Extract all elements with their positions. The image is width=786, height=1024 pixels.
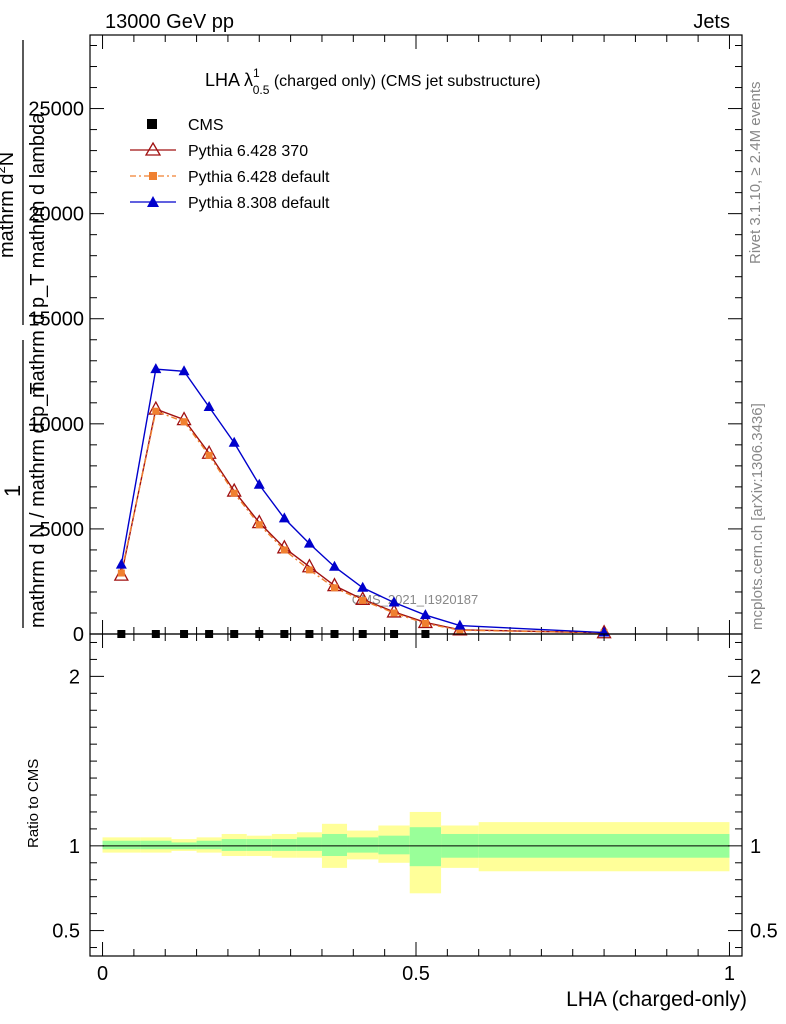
- main-y-tick-labels: 0 5000 10000 15000 20000 25000: [28, 99, 84, 646]
- ratio-band-inner: [296, 837, 322, 851]
- data-point-pythia8: [228, 436, 240, 447]
- plot-title: LHA λ1 0.5 (charged only) (CMS jet substr…: [205, 66, 541, 97]
- ratio-band-inner: [271, 839, 297, 851]
- data-point-pythia6-default: [152, 407, 160, 415]
- ratio-y-tick-label-right: 2: [750, 666, 761, 688]
- ratio-band-inner: [347, 837, 379, 853]
- main-y-tick-label: 0: [73, 624, 84, 646]
- mcplots-label: mcplots.cern.ch [arXiv:1306.3436]: [749, 403, 766, 630]
- ratio-x-tick-label: 1: [724, 963, 735, 985]
- main-axis-ticks: [90, 35, 742, 635]
- data-point-pythia8: [203, 401, 215, 412]
- data-point-pythia8: [115, 558, 127, 569]
- main-y-axis-label: 1 mathrm d N / mathrm d p_T mathrm d2N m…: [0, 40, 49, 628]
- ratio-y-tick-labels: 0.5 0.5 1 1 2 2: [52, 666, 778, 942]
- data-point-pythia6-default: [331, 584, 338, 592]
- ylabel-frac: mathrm d N / mathrm d p_T: [27, 382, 49, 628]
- ylabel-numerator: mathrm d2N: [0, 152, 18, 258]
- ratio-y-tick-label-right: 1: [750, 836, 761, 858]
- legend-item-pythia8: Pythia 8.308 default: [130, 195, 330, 212]
- data-point-pythia6-default: [255, 521, 263, 529]
- ratio-bands: [102, 811, 730, 894]
- legend-marker-cms: [147, 119, 157, 129]
- ratio-band-inner: [409, 827, 442, 867]
- data-point-pythia6-default: [180, 418, 188, 426]
- ratio-y-tick-label: 1: [69, 836, 80, 858]
- legend-marker-pythia8: [147, 196, 159, 207]
- ratio-x-tick-label: 0: [97, 963, 108, 985]
- data-point-pythia6-default: [230, 489, 238, 497]
- series-line-pythia6-default: [120, 410, 605, 634]
- ratio-band-inner: [246, 839, 272, 851]
- legend-item-cms: CMS: [147, 117, 224, 134]
- data-point-pythia6-default: [117, 569, 125, 577]
- series-line-pythia8: [120, 368, 605, 634]
- legend-label-cms: CMS: [188, 117, 224, 134]
- ratio-x-tick-labels: 0 0.5 1: [97, 963, 735, 985]
- x-axis-label: LHA (charged-only): [566, 988, 747, 1011]
- header-left: 13000 GeV pp: [105, 11, 234, 33]
- ratio-x-tick-label: 0.5: [402, 963, 430, 985]
- ylabel-denominator: mathrm d p_T mathrm d lambda: [27, 112, 49, 398]
- ylabel-prefactor: 1: [0, 485, 25, 497]
- data-point-pythia8: [357, 581, 369, 592]
- ratio-axis-ticks: [90, 634, 742, 956]
- data-point-pythia8: [454, 619, 466, 630]
- ratio-y-tick-label-right: 0.5: [750, 921, 778, 943]
- data-point-pythia8: [178, 365, 190, 376]
- ratio-y-tick-label: 2: [69, 666, 80, 688]
- ratio-panel: 0.5 0.51 12 2 0 0.5 1 Ratio to CMS LHA (charg…: [25, 633, 778, 1011]
- ratio-band-inner: [102, 840, 141, 850]
- main-y-tick-label: 25000: [28, 99, 84, 121]
- rivet-label: Rivet 3.1.10, ≥ 2.4M events: [747, 82, 764, 265]
- legend-item-pythia6-370: Pythia 6.428 370: [130, 141, 308, 160]
- watermark: CMS_2021_I1920187: [352, 592, 479, 607]
- data-point-pythia6-default: [421, 619, 429, 627]
- series-pythia6-default: [117, 407, 608, 637]
- header-right: Jets: [693, 11, 730, 33]
- data-point-pythia8: [278, 512, 290, 523]
- data-point-pythia8: [419, 609, 431, 620]
- main-y-tick-label: 10000: [28, 414, 84, 436]
- series-layer: [113, 363, 612, 639]
- ratio-y-tick-label: 0.5: [52, 921, 80, 943]
- data-point-pythia8: [150, 363, 162, 374]
- data-point-pythia6-default: [280, 546, 288, 554]
- data-point-pythia6-default: [456, 626, 464, 634]
- ratio-band-inner: [196, 840, 222, 850]
- legend-marker-pythia6-default: [149, 172, 157, 180]
- legend: CMS Pythia 6.428 370 Pythia 6.428 defaul…: [130, 117, 330, 212]
- main-y-tick-label: 5000: [40, 519, 85, 541]
- data-point-pythia6-default: [390, 609, 398, 617]
- data-point-pythia8: [329, 560, 340, 571]
- ratio-band-inner: [321, 833, 348, 857]
- main-panel: 0 5000 10000 15000 20000 25000 CMS_2021_I1920…: [0, 34, 743, 646]
- legend-item-pythia6-default: Pythia 6.428 default: [130, 169, 330, 186]
- data-point-pythia8: [303, 537, 315, 548]
- data-point-pythia6-default: [305, 566, 313, 574]
- legend-label-pythia8: Pythia 8.308 default: [188, 195, 330, 212]
- data-point-pythia8: [253, 478, 265, 489]
- series-pythia8: [115, 363, 610, 637]
- main-y-tick-label: 20000: [28, 204, 84, 226]
- ratio-band-inner: [378, 835, 410, 855]
- ratio-frame: [89, 633, 743, 957]
- main-y-tick-label: 15000: [28, 309, 84, 331]
- ratio-y-axis-label: Ratio to CMS: [25, 759, 42, 848]
- legend-marker-pythia6-370: [144, 141, 162, 156]
- data-point-pythia8: [388, 596, 400, 607]
- ratio-band-inner: [221, 839, 247, 851]
- data-point-pythia6-default: [359, 596, 367, 604]
- legend-label-pythia6-default: Pythia 6.428 default: [188, 169, 330, 186]
- data-point-pythia6-default: [205, 451, 213, 459]
- ratio-band-inner: [140, 840, 172, 850]
- legend-label-pythia6-370: Pythia 6.428 370: [188, 143, 308, 160]
